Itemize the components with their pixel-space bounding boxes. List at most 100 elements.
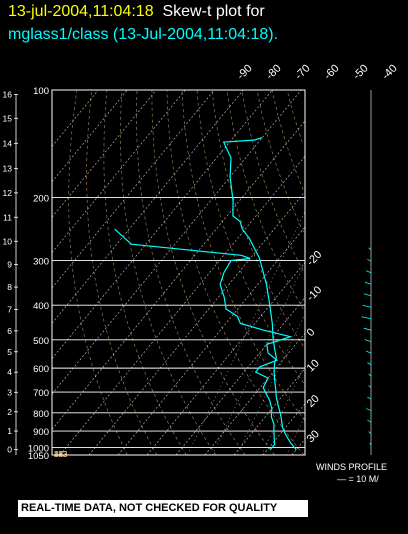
- temperature-right-label: -10: [305, 284, 325, 304]
- winds-profile-label: WINDS PROFILE: [316, 462, 388, 472]
- height-km-label: 3: [7, 387, 12, 397]
- dry-adiabat-line: [226, 89, 304, 310]
- wind-barb: [369, 442, 372, 446]
- isotherm-line: [51, 89, 273, 359]
- wind-scale-label: — = 10 M/: [337, 474, 379, 484]
- mixing-ratio-lines: [187, 211, 306, 456]
- temperature-right-label: 10: [305, 357, 322, 374]
- wind-barb: [367, 396, 372, 400]
- dry-adiabat-line: [136, 89, 246, 456]
- wind-barb: [368, 373, 372, 377]
- temperature-right-label: -20: [305, 249, 325, 269]
- height-km-label: 13: [3, 164, 13, 174]
- temperature-top-label: -80: [264, 62, 284, 82]
- isotherm-line: [146, 262, 306, 456]
- isotherm-line: [204, 332, 306, 456]
- temperature-top-label: -90: [235, 62, 255, 82]
- temperature-right-label: 0: [305, 326, 318, 339]
- height-km-label: 6: [7, 326, 12, 336]
- mixing-ratio-line: [285, 415, 306, 456]
- plot-title: Skew-t plot for: [162, 3, 265, 20]
- temperature-right-label: 30: [305, 428, 322, 445]
- plot-frame: [51, 89, 306, 456]
- wind-barb: [367, 258, 372, 262]
- wind-profile: [361, 90, 372, 455]
- isotherm-line: [51, 89, 128, 183]
- dry-adiabat-line: [196, 89, 304, 384]
- wind-barb: [366, 408, 372, 411]
- pressure-tick-label: 600: [33, 364, 49, 375]
- temperature-top-label: -70: [293, 62, 313, 82]
- isotherm-line: [51, 89, 302, 395]
- height-km-label: 5: [7, 347, 12, 357]
- wind-barb: [367, 362, 372, 365]
- temperature-right-label: 20: [305, 393, 322, 410]
- isotherm-line: [51, 120, 306, 430]
- pressure-tick-label: 700: [33, 388, 49, 399]
- height-km-label: 2: [7, 407, 12, 417]
- wind-barb: [363, 327, 372, 331]
- height-km-label: 11: [3, 212, 12, 222]
- quality-notice: REAL-TIME DATA, NOT CHECKED FOR QUALITY: [18, 500, 308, 517]
- height-km-label: 14: [3, 138, 13, 148]
- isobar-grid: [52, 89, 305, 456]
- wind-barb: [363, 293, 372, 297]
- pressure-tick-label: 300: [33, 257, 49, 268]
- dry-adiabat-line: [241, 89, 304, 271]
- sounding-series: [114, 137, 297, 451]
- dry-adiabat-line: [151, 90, 275, 456]
- pressure-tick-label: 1050: [28, 451, 49, 462]
- height-km-label: 0: [7, 444, 12, 454]
- observation-datetime: 13-jul-2004,11:04:18: [8, 3, 154, 20]
- isotherm-line: [51, 89, 244, 324]
- dry-adiabat-line: [166, 89, 305, 456]
- axis-labels: 1002003004005006007008009001000105001234…: [3, 62, 400, 462]
- isotherm-line: [51, 89, 186, 253]
- isotherm-line: [51, 89, 157, 218]
- dry-adiabat-line: [68, 89, 128, 456]
- height-km-label: 10: [3, 236, 13, 246]
- plot-border: [51, 89, 306, 456]
- isotherm-line: [51, 89, 215, 289]
- isotherm-line: [117, 226, 306, 456]
- dry-adiabats: 2432532632732832933033133233333433533633…: [54, 89, 306, 459]
- isotherm-line: [51, 89, 99, 147]
- wind-barb: [364, 339, 372, 343]
- height-km-label: 12: [3, 188, 13, 198]
- pressure-tick-label: 1000: [28, 443, 49, 454]
- height-km-label: 9: [7, 260, 12, 270]
- pressure-tick-label: 500: [33, 336, 49, 347]
- isotherm-line: [88, 191, 306, 456]
- pressure-tick-label: 200: [33, 194, 49, 205]
- dry-adiabat-line: [103, 89, 187, 456]
- chart-title-line1: 13-jul-2004,11:04:18 Skew-t plot for: [8, 3, 265, 21]
- wind-barb: [362, 304, 372, 308]
- height-km-label: 8: [7, 282, 12, 292]
- dry-adiabat-line: [271, 89, 304, 190]
- isotherm-line: [233, 368, 306, 456]
- height-km-label: 16: [3, 90, 13, 100]
- isotherm-line: [291, 438, 306, 456]
- dry-adiabat-line: [181, 89, 306, 421]
- wind-barb: [361, 316, 372, 320]
- dewpoint-profile-line: [114, 228, 293, 451]
- temperature-top-label: -40: [380, 62, 400, 82]
- wind-barb: [368, 385, 372, 388]
- wind-barb: [364, 281, 372, 285]
- isotherm-grid: [51, 89, 306, 456]
- height-km-label: 7: [7, 304, 12, 314]
- dry-adiabat-line: [256, 89, 305, 233]
- mixing-ratio-line: [236, 313, 306, 456]
- pressure-tick-label: 800: [33, 409, 49, 420]
- wind-barb: [366, 270, 372, 274]
- wind-barb: [367, 419, 372, 423]
- station-title: mglass1/class (13-Jul-2004,11:04:18).: [8, 26, 279, 43]
- pressure-tick-label: 900: [33, 427, 49, 438]
- dry-adiabat-line: [86, 89, 158, 456]
- mixing-ratio-line: [261, 364, 306, 456]
- temperature-profile-line: [222, 137, 297, 451]
- pressure-tick-label: 100: [33, 86, 49, 97]
- wind-barb: [368, 431, 372, 434]
- pressure-tick-label: 400: [33, 301, 49, 312]
- height-km-label: 1: [7, 426, 12, 436]
